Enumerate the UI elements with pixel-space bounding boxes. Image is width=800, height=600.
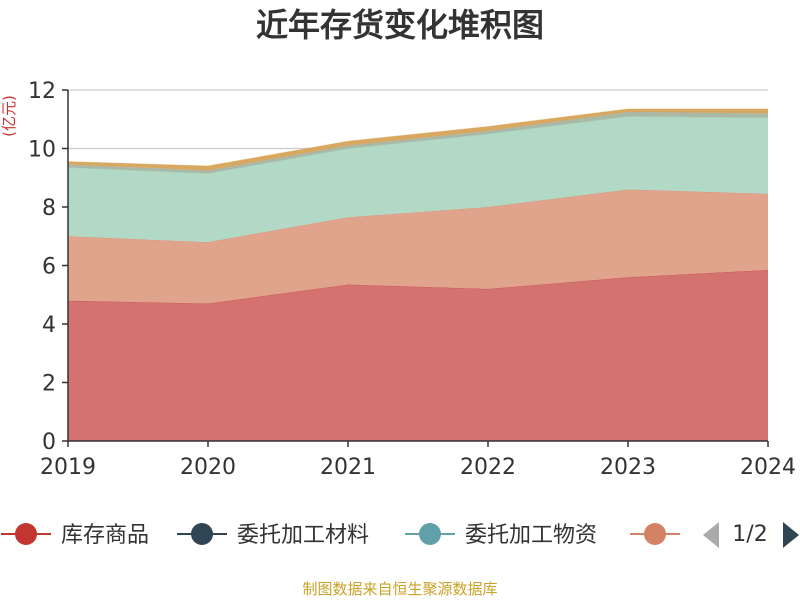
legend-prev-icon[interactable]: [703, 522, 719, 548]
area-series-6: [68, 109, 768, 171]
area-series-0: [68, 269, 768, 441]
legend: 库存商品 委托加工材料 委托加工物资: [1, 523, 680, 548]
area-series-group: [67, 108, 769, 441]
y-tick-label: 12: [28, 79, 56, 104]
legend-marker: [644, 523, 666, 545]
legend-item[interactable]: 委托加工物资: [405, 523, 597, 548]
source-note: 制图数据来自恒生聚源数据库: [302, 580, 497, 598]
legend-item[interactable]: [630, 523, 680, 545]
area-series-line-6: [67, 108, 768, 167]
legend-label: 委托加工材料: [237, 523, 369, 548]
axes: [62, 89, 769, 447]
legend-marker: [15, 523, 37, 545]
y-tick-label: 2: [42, 372, 56, 397]
y-axis-label: (亿元): [0, 95, 18, 137]
y-tick-label: 0: [42, 430, 56, 455]
legend-item[interactable]: 委托加工材料: [177, 523, 369, 548]
x-tick-label: 2022: [460, 455, 516, 480]
y-tick-label: 6: [42, 255, 56, 280]
legend-label: 委托加工物资: [465, 523, 597, 548]
x-tick-label: 2020: [180, 455, 236, 480]
legend-label: 库存商品: [61, 523, 149, 548]
area-series-line-0: [67, 269, 769, 305]
x-tick-labels: 2019 2020 2021 2022 2023 2024: [40, 455, 796, 480]
area-series-4: [68, 116, 768, 243]
y-tick-label: 4: [42, 313, 56, 338]
area-series-3: [68, 189, 768, 304]
x-tick-label: 2021: [320, 455, 376, 480]
legend-pager: 1/2: [703, 522, 799, 548]
y-tick-labels: 0 2 4 6 8 10 12: [28, 79, 56, 455]
legend-marker: [191, 523, 213, 545]
x-tick-label: 2024: [740, 455, 796, 480]
legend-page-indicator: 1/2: [732, 522, 767, 547]
legend-next-icon[interactable]: [783, 522, 799, 548]
y-tick-label: 10: [28, 138, 56, 163]
legend-item[interactable]: 库存商品: [1, 523, 149, 548]
x-tick-label: 2019: [40, 455, 96, 480]
legend-marker: [419, 523, 441, 545]
y-tick-label: 8: [42, 196, 56, 221]
chart-title: 近年存货变化堆积图: [256, 6, 544, 44]
x-tick-label: 2023: [600, 455, 656, 480]
